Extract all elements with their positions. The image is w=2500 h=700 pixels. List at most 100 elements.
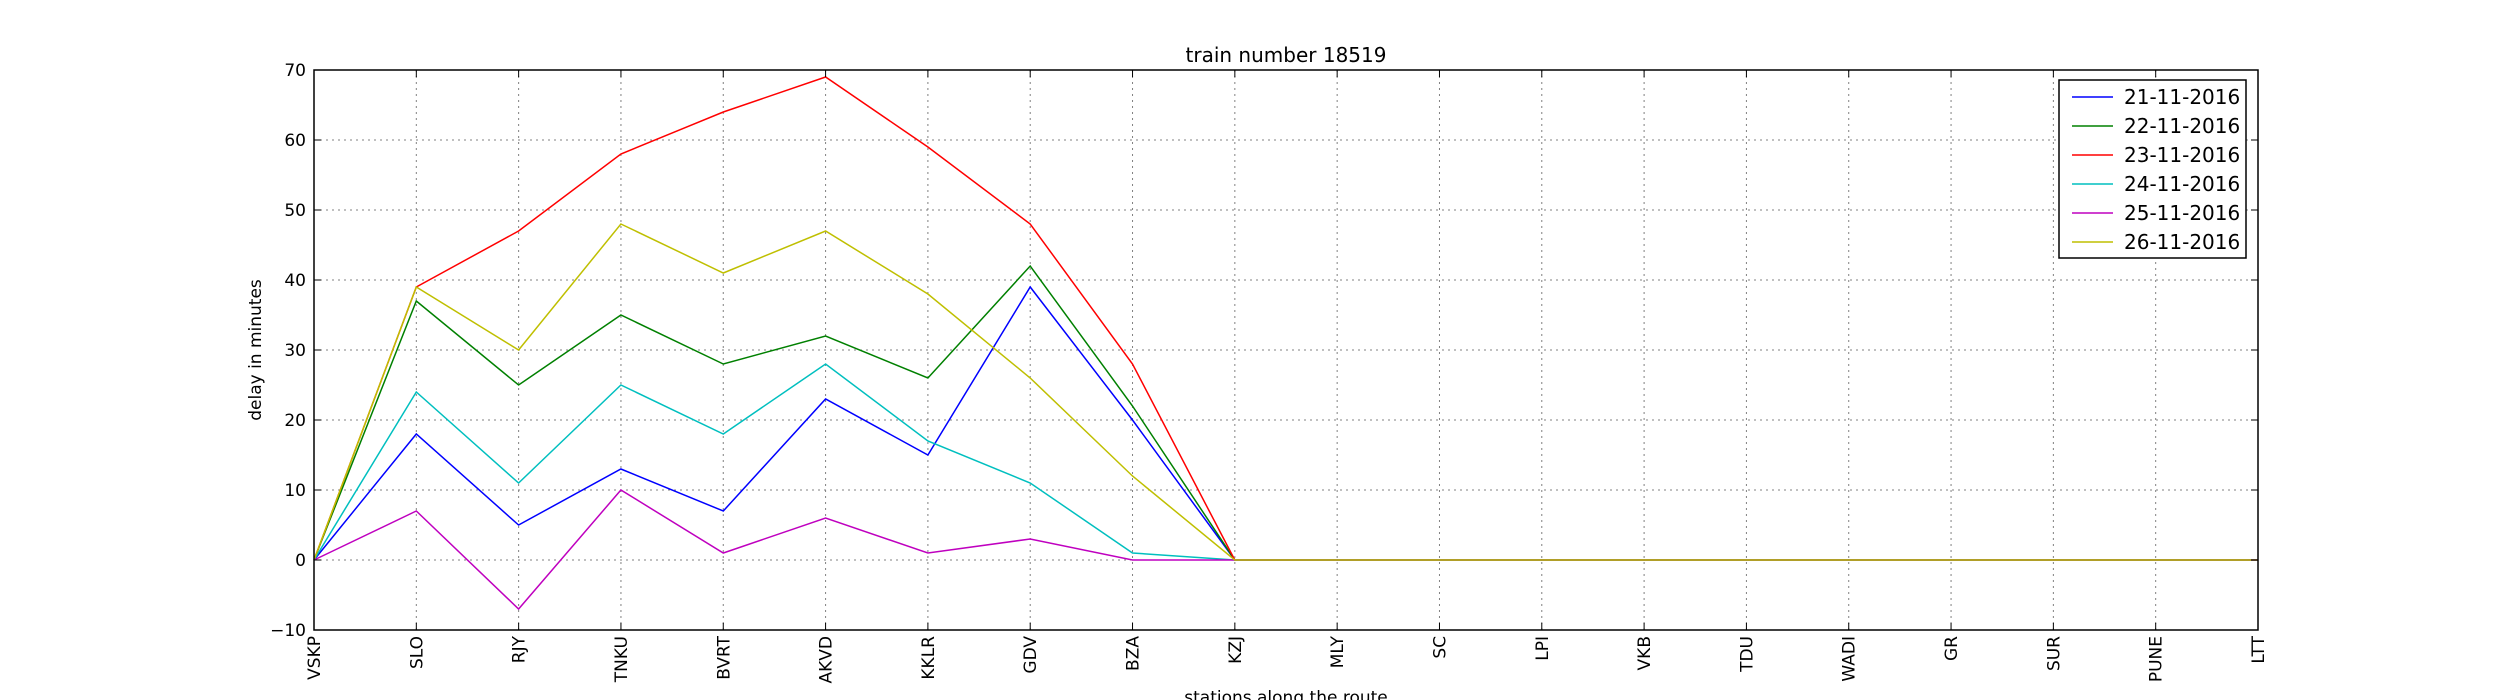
y-axis: −10 0 10 20 30 40 50 60 70 [270,61,2258,641]
data-point [1132,559,1134,561]
x-tick-label: TDU [1737,636,1757,673]
data-point [825,517,827,519]
data-point [722,111,724,113]
data-point [518,384,520,386]
y-tick-label: −10 [270,621,306,641]
x-tick-label: RJY [510,635,530,663]
x-tick-label: LTT [2249,635,2269,663]
data-point [416,286,418,288]
x-tick-label: VSKP [305,636,325,680]
data-point [1336,559,1338,561]
data-point [1950,559,1952,561]
data-point [416,391,418,393]
data-point [1132,419,1134,421]
data-point [1029,538,1031,540]
data-point [2053,559,2055,561]
x-tick-label: VKB [1635,636,1655,670]
data-point [1746,559,1748,561]
x-tick-label: BVRT [714,635,734,679]
data-point [416,433,418,435]
y-tick-label: 40 [284,271,306,291]
data-point [1132,405,1134,407]
data-point [1029,265,1031,267]
data-point [1029,377,1031,379]
data-point [927,293,929,295]
legend-frame [2058,79,2247,259]
data-point [1132,475,1134,477]
data-point [1541,559,1543,561]
data-point [1439,559,1441,561]
data-point [620,384,622,386]
x-tick-label: KZJ [1226,636,1246,664]
data-point [518,230,520,232]
data-point [722,552,724,554]
grid-lines [314,70,2258,630]
x-axis: VSKP SLO RJY TNKU BVRT AKVD KKLR GDV BZA KZJ MLY SC… [305,70,2269,684]
y-tick-label: 20 [284,411,306,431]
legend-label: 23-11-2016 [2124,143,2240,167]
data-point [518,349,520,351]
data-point [927,454,929,456]
data-point [927,552,929,554]
data-point [620,468,622,470]
data-point [518,524,520,526]
legend-label: 21-11-2016 [2124,85,2240,109]
data-point [620,489,622,491]
x-tick-label: BZA [1124,636,1144,671]
data-point [1132,363,1134,365]
y-tick-label: 10 [284,481,306,501]
data-point [722,433,724,435]
data-point [1029,286,1031,288]
x-tick-label: GR [1942,636,1962,661]
y-axis-title: delay in minutes [246,279,266,421]
legend-label: 24-11-2016 [2124,172,2240,196]
legend-label: 26-11-2016 [2124,230,2240,254]
data-point [825,363,827,365]
data-point [927,377,929,379]
x-tick-label: SLO [407,636,427,669]
x-tick-label: MLY [1328,635,1348,668]
x-tick-label: PUNE [2147,636,2167,682]
x-tick-label: SUR [2044,636,2064,671]
y-tick-label: 30 [284,341,306,361]
data-point [2155,559,2157,561]
x-tick-label: GDV [1021,636,1041,674]
x-tick-label: AKVD [817,636,837,684]
y-tick-label: 70 [284,61,306,81]
data-point [1848,559,1850,561]
data-point [722,510,724,512]
data-point [825,398,827,400]
data-point [722,272,724,274]
data-point [927,146,929,148]
x-tick-label: LPI [1533,636,1553,661]
x-axis-title: stations along the route [1184,688,1388,700]
chart-title: train number 18519 [1186,43,1387,67]
x-tick-label: TNKU [612,636,632,683]
legend: 21-11-2016 22-11-2016 23-11-2016 24-11-2016… [2058,79,2247,259]
data-point [518,482,520,484]
legend-label: 25-11-2016 [2124,201,2240,225]
y-tick-label: 60 [284,131,306,151]
data-point [1234,559,1236,561]
data-point [620,153,622,155]
data-point [825,230,827,232]
data-point [416,300,418,302]
data-point [825,335,827,337]
data-point [722,363,724,365]
data-point [620,223,622,225]
series-lines [313,76,2258,611]
y-tick-label: 50 [284,201,306,221]
data-point [620,314,622,316]
data-point [1029,223,1031,225]
data-point [518,608,520,610]
data-point [416,510,418,512]
series-line-26-11-2016 [313,223,2258,561]
legend-label: 22-11-2016 [2124,114,2240,138]
data-point [927,440,929,442]
x-tick-label: SC [1430,636,1450,659]
y-tick-label: 0 [295,551,306,571]
data-point [1029,482,1031,484]
x-tick-label: WADI [1840,636,1860,682]
data-point [1643,559,1645,561]
